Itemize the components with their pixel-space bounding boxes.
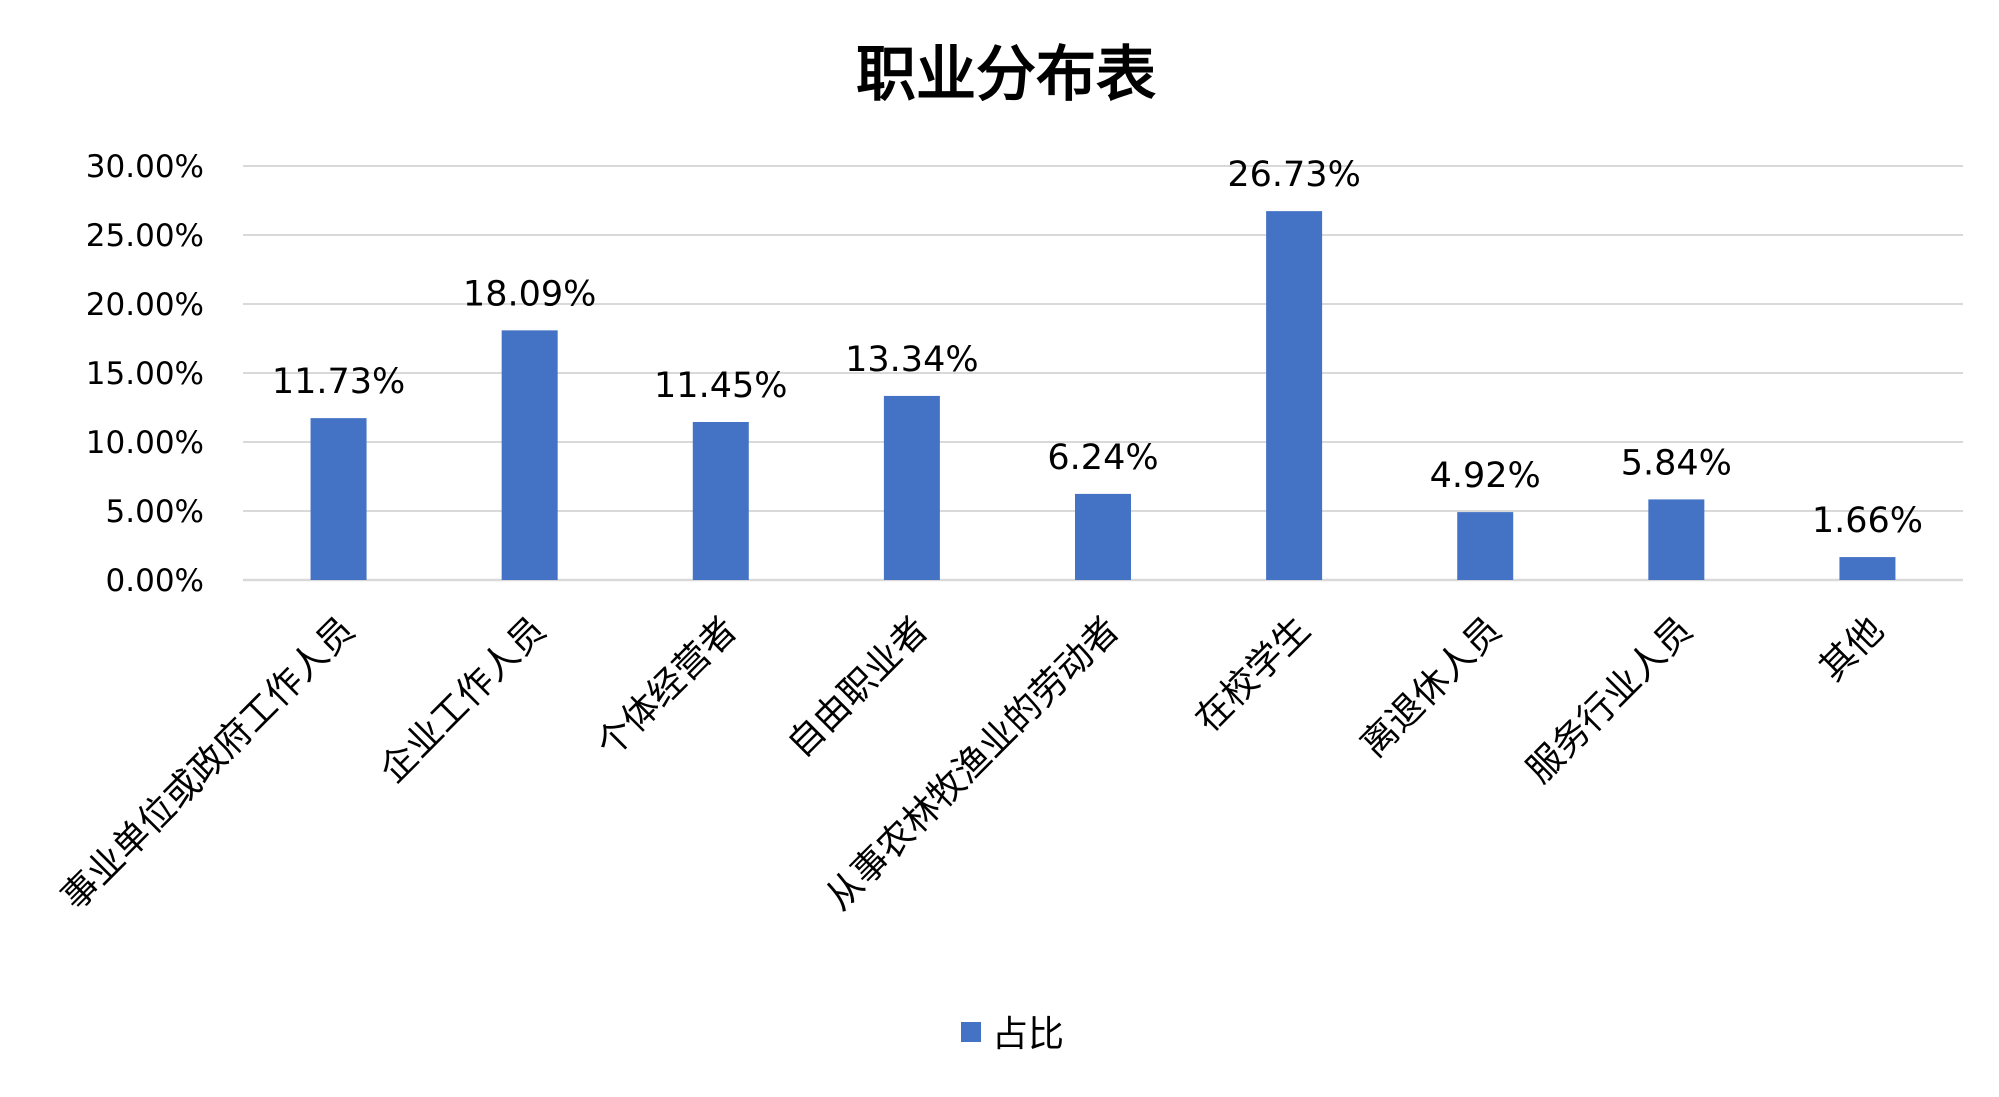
y-tick-label: 25.00%	[86, 218, 204, 254]
bar	[1075, 493, 1131, 580]
bar	[1648, 499, 1705, 580]
y-tick-label: 15.00%	[86, 356, 204, 392]
y-tick-label: 0.00%	[106, 563, 204, 599]
data-label: 6.24%	[1047, 438, 1158, 478]
category-label: 企业工作人员	[372, 609, 554, 791]
legend-label: 占比	[992, 1014, 1064, 1055]
category-label: 其他	[1812, 609, 1892, 689]
bar	[883, 395, 940, 580]
y-tick-label: 20.00%	[86, 287, 204, 323]
data-label: 1.66%	[1812, 501, 1923, 541]
category-label: 在校学生	[1188, 609, 1319, 740]
y-axis-ticks: 0.00% 5.00% 10.00% 15.00% 20.00% 25.00% 30.00%	[86, 149, 204, 599]
bar	[1457, 512, 1514, 580]
data-label: 18.09%	[463, 274, 596, 314]
bar	[692, 421, 749, 580]
category-label: 离退休人员	[1353, 609, 1509, 765]
category-label: 个体经营者	[589, 609, 745, 765]
chart-title: 职业分布表	[856, 40, 1156, 110]
bar	[501, 330, 558, 580]
data-label: 13.34%	[845, 340, 978, 380]
category-label: 事业单位或政府工作人员	[54, 609, 363, 918]
data-label: 4.92%	[1430, 456, 1541, 496]
bars	[310, 211, 1896, 580]
legend-swatch	[961, 1022, 981, 1042]
bar	[1266, 211, 1323, 580]
bar	[310, 418, 367, 580]
y-tick-label: 5.00%	[106, 494, 204, 530]
data-label: 5.84%	[1621, 443, 1732, 483]
y-tick-label: 30.00%	[86, 149, 204, 185]
data-label: 11.45%	[654, 366, 787, 406]
data-label: 26.73%	[1227, 155, 1360, 195]
data-label: 11.73%	[272, 362, 405, 402]
legend: 占比	[961, 1014, 1064, 1055]
category-label: 服务行业人员	[1519, 609, 1701, 791]
y-tick-label: 10.00%	[86, 425, 204, 461]
bar	[1839, 557, 1896, 580]
data-labels: 11.73% 18.09% 11.45% 13.34% 6.24% 26.73% 4.92%…	[272, 155, 1923, 541]
category-label: 自由职业者	[780, 609, 936, 765]
